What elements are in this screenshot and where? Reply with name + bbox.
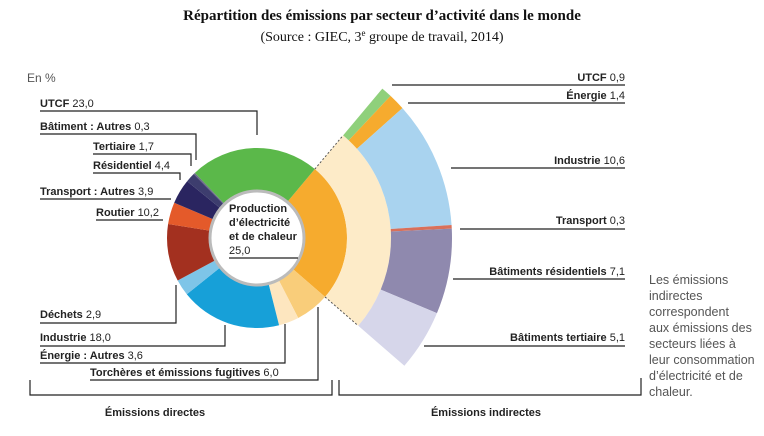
donut-slice-torcheres-et-emissions-fugitives	[278, 269, 326, 318]
center-disc	[208, 189, 306, 287]
svg-text:Les émissions: Les émissions	[649, 273, 728, 287]
svg-text:Production: Production	[229, 203, 287, 215]
group-label-direct: Émissions directes	[105, 406, 205, 419]
indirect-band	[314, 135, 391, 326]
label-batiment-autres: Bâtiment : Autres 0,3	[40, 121, 150, 133]
svg-text:25,0: 25,0	[229, 245, 250, 257]
left-leader-lines	[40, 110, 319, 381]
center-label: Production d’électricité et de chaleur 2…	[229, 203, 298, 257]
bracket-direct	[29, 380, 333, 396]
indirect-slice-transport	[390, 224, 452, 232]
svg-text:chaleur.: chaleur.	[649, 385, 693, 399]
svg-text:correspondent: correspondent	[649, 305, 729, 319]
indirect-slice-batiments-residentiels	[380, 228, 453, 314]
label-industrie: Industrie 18,0	[40, 332, 111, 344]
donut-slice-residentiel	[174, 181, 220, 220]
bracket-indirect	[338, 378, 642, 396]
indirect-slice-utcf	[343, 88, 391, 141]
label-energie-autres: Énergie : Autres 3,6	[40, 349, 143, 362]
band-divider-start	[314, 135, 344, 170]
label-indirect-energie: Énergie 1,4	[566, 89, 625, 102]
group-label-indirect: Émissions indirectes	[431, 406, 541, 419]
indirect-slice-batiments-tertiaire	[358, 289, 437, 366]
donut-slice-utcf	[194, 147, 315, 204]
svg-text:secteurs liées à: secteurs liées à	[649, 337, 736, 351]
svg-text:indirectes: indirectes	[649, 289, 703, 303]
donut-slice-dechets	[177, 260, 220, 295]
label-residentiel: Résidentiel 4,4	[93, 160, 170, 172]
svg-text:d’électricité: d’électricité	[229, 217, 290, 229]
svg-text:d’électricité et de: d’électricité et de	[649, 369, 743, 383]
svg-text:leur consommation: leur consommation	[649, 353, 755, 367]
label-dechets: Déchets 2,9	[40, 309, 101, 321]
label-transport-autres: Transport : Autres 3,9	[40, 186, 153, 198]
svg-text:aux émissions des: aux émissions des	[649, 321, 752, 335]
chart-subtitle: (Source : GIEC, 3e groupe de travail, 20…	[260, 28, 503, 45]
label-indirect-residentiels: Bâtiments résidentiels 7,1	[489, 266, 625, 278]
donut-slice-production-d-electricite-et-de-chaleur	[287, 169, 348, 297]
donut-slice-batiment-autres	[193, 172, 224, 204]
indirect-slice-industrie	[356, 108, 452, 230]
donut-slice-industrie	[186, 268, 280, 328]
donut-slice-routier	[167, 224, 215, 281]
label-utcf: UTCF 23,0	[40, 98, 94, 110]
right-leader-lines	[392, 84, 625, 347]
unit-label: En %	[27, 71, 56, 85]
donut-slice-energie-autres	[268, 280, 299, 326]
label-torcheres: Torchères et émissions fugitives 6,0	[90, 367, 279, 379]
label-tertiaire: Tertiaire 1,7	[93, 141, 154, 153]
label-indirect-utcf: UTCF 0,9	[577, 72, 625, 84]
svg-text:et de chaleur: et de chaleur	[229, 231, 298, 243]
band-divider-end	[324, 296, 359, 327]
donut-slice-transport-autres	[168, 202, 213, 231]
indirect-note: Les émissions indirectes correspondent a…	[649, 273, 755, 399]
label-indirect-tertiaire: Bâtiments tertiaire 5,1	[510, 332, 625, 344]
indirect-slice-energie	[348, 95, 403, 149]
label-indirect-industrie: Industrie 10,6	[554, 155, 625, 167]
chart-title: Répartition des émissions par secteur d’…	[183, 8, 581, 24]
donut-slice-tertiaire	[187, 174, 224, 208]
label-indirect-transport: Transport 0,3	[556, 215, 625, 227]
label-routier: Routier 10,2	[96, 207, 159, 219]
